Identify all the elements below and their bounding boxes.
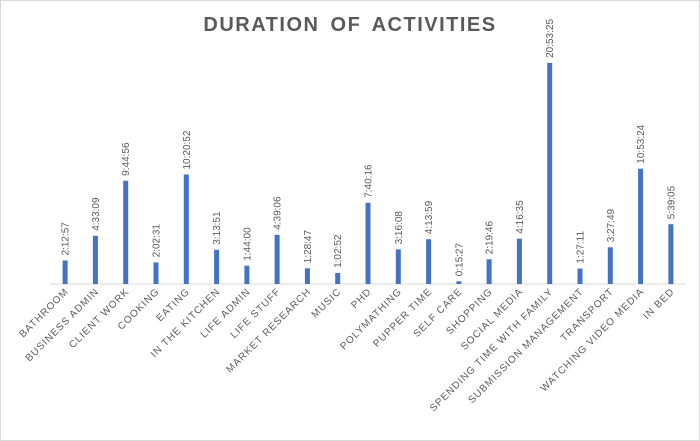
- bar: [486, 259, 492, 284]
- bar: [153, 262, 159, 284]
- data-label: 2:19:46: [485, 220, 496, 254]
- data-label: 3:16:08: [394, 211, 405, 245]
- chart-title: DURATION OF ACTIVITIES: [203, 14, 497, 36]
- data-label: 7:40:16: [364, 164, 375, 198]
- bar: [638, 168, 644, 284]
- data-label: 4:33:09: [91, 197, 102, 231]
- bar: [426, 239, 432, 284]
- bar: [335, 272, 341, 284]
- data-label: 1:28:47: [303, 229, 314, 263]
- bar: [274, 234, 280, 284]
- bar: [365, 202, 371, 284]
- bar: [456, 281, 462, 284]
- category-label: IN BED: [641, 286, 677, 322]
- data-label: 4:39:06: [273, 196, 284, 230]
- data-label: 4:16:35: [515, 200, 526, 234]
- data-label: 20:53:25: [545, 19, 556, 58]
- data-label: 3:13:51: [212, 211, 223, 245]
- data-label: 2:12:57: [61, 222, 72, 256]
- data-label: 9:44:56: [121, 142, 132, 176]
- bar: [516, 238, 522, 284]
- bar: [62, 260, 68, 284]
- data-label: 1:02:52: [333, 234, 344, 268]
- bar: [668, 224, 674, 284]
- data-label: 1:44:00: [242, 227, 253, 261]
- category-label: PHD: [349, 286, 374, 311]
- category-label: MUSIC: [310, 286, 344, 320]
- bar: [214, 249, 220, 284]
- data-label: 4:13:59: [424, 200, 435, 234]
- data-label: 1:27:11: [576, 231, 587, 264]
- bar: [123, 180, 129, 284]
- bar: [547, 62, 553, 285]
- bar: [304, 268, 310, 284]
- bar: [183, 174, 189, 284]
- bar: [577, 268, 583, 284]
- data-label: 5:39:05: [666, 185, 677, 219]
- data-label: 3:27:49: [606, 208, 617, 242]
- bar: [395, 249, 401, 284]
- bar: [607, 247, 613, 284]
- category-label: TRANSPORT: [559, 286, 617, 344]
- data-label: 10:20:52: [182, 130, 193, 169]
- bar: [244, 265, 250, 284]
- data-label: 10:53:24: [636, 124, 647, 163]
- data-label: 0:15:27: [454, 242, 465, 276]
- data-label: 2:02:31: [152, 224, 163, 258]
- bar: [92, 235, 98, 284]
